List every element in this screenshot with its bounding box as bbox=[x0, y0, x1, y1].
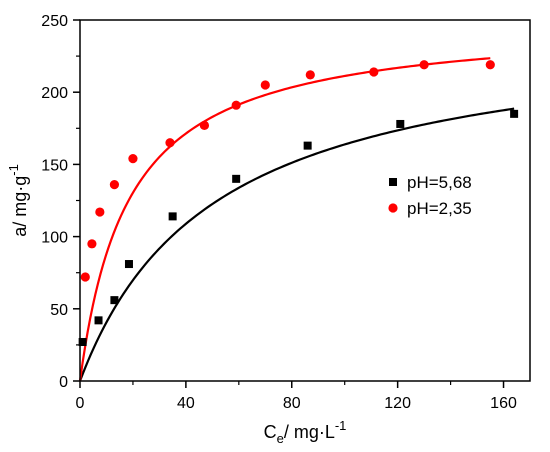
data-point-series-0 bbox=[232, 174, 241, 183]
legend: pH=5,68 pH=2,35 bbox=[388, 173, 472, 218]
data-point-series-1 bbox=[95, 207, 105, 217]
data-point-series-1 bbox=[369, 67, 379, 77]
data-point-series-0 bbox=[78, 338, 87, 347]
data-point-series-1 bbox=[199, 120, 210, 131]
data-point-series-0 bbox=[94, 316, 103, 325]
x-tick-label: 120 bbox=[384, 395, 411, 412]
y-tick-label: 150 bbox=[41, 157, 68, 174]
data-point-series-0 bbox=[396, 119, 405, 128]
y-axis-title-main: a/ mg·g bbox=[10, 176, 30, 237]
legend-marker-series-0 bbox=[389, 178, 397, 186]
data-point-series-1 bbox=[128, 154, 138, 164]
data-point-series-1 bbox=[109, 180, 120, 190]
y-tick-label: 200 bbox=[41, 85, 68, 102]
data-point-series-0 bbox=[124, 260, 133, 269]
data-point-series-0 bbox=[303, 141, 312, 150]
x-axis-title-main: C bbox=[264, 422, 277, 442]
x-tick-label: 160 bbox=[490, 395, 517, 412]
data-point-series-1 bbox=[305, 70, 315, 80]
y-tick-label: 50 bbox=[50, 302, 68, 319]
data-point-series-1 bbox=[87, 239, 97, 249]
x-tick-label: 80 bbox=[283, 395, 301, 412]
y-axis-title-sup: -1 bbox=[6, 164, 21, 176]
y-tick-label: 250 bbox=[41, 13, 68, 30]
data-point-series-0 bbox=[168, 212, 177, 221]
y-tick-label: 100 bbox=[41, 230, 68, 247]
data-point-series-0 bbox=[510, 109, 519, 118]
y-axis-title: a/ mg·g-1 bbox=[6, 164, 30, 237]
data-point-series-1 bbox=[231, 100, 241, 110]
x-axis-title: Ce/ mg·L-1 bbox=[264, 418, 347, 446]
data-point-series-0 bbox=[110, 296, 119, 305]
data-point-series-1 bbox=[419, 60, 429, 70]
fit-curve-series-0 bbox=[78, 107, 515, 382]
legend-marker-series-1 bbox=[388, 203, 398, 213]
plot-area bbox=[78, 57, 519, 382]
legend-label-series-1: pH=2,35 bbox=[407, 199, 472, 218]
legend-label-series-0: pH=5,68 bbox=[407, 173, 472, 192]
x-tick-label: 0 bbox=[76, 395, 85, 412]
x-axis-title-rest: / mg·L bbox=[284, 422, 335, 442]
y-tick-label: 0 bbox=[59, 374, 68, 391]
x-axis-title-sup: -1 bbox=[335, 418, 347, 433]
x-tick-label: 40 bbox=[177, 395, 195, 412]
data-point-series-1 bbox=[165, 138, 175, 148]
data-point-series-1 bbox=[260, 80, 270, 90]
fit-curve-series-1 bbox=[78, 57, 491, 382]
x-axis-title-sub: e bbox=[277, 431, 284, 446]
data-point-series-1 bbox=[80, 272, 90, 282]
data-point-series-1 bbox=[485, 60, 495, 70]
